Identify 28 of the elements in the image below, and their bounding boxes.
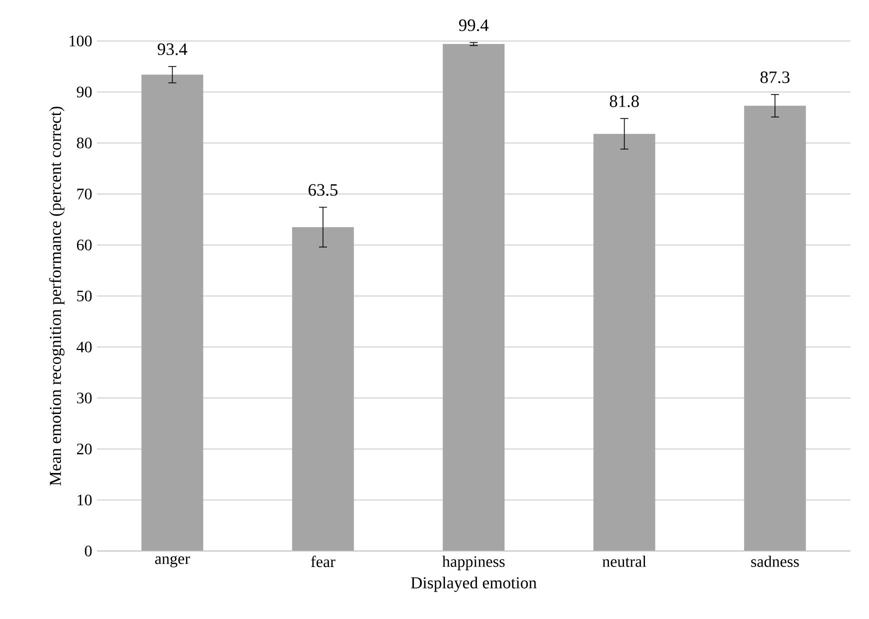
y-tick-label: 30 [77,392,92,404]
bar [292,227,354,551]
y-tick-label: 20 [77,444,92,454]
y-tick-label: 60 [76,240,92,250]
bar [744,106,806,551]
y-tick-label: 10 [78,494,92,506]
bar [593,134,656,551]
data-label: 93.4 [158,43,188,56]
x-tick-label: fear [311,556,336,568]
data-label: 99.4 [459,19,489,32]
data-label: 63.5 [308,184,338,196]
x-tick-label: sadness [751,556,799,567]
x-axis-title: Displayed emotion [410,576,537,592]
y-tick-label: 70 [77,188,92,200]
y-tick-label: 0 [84,546,92,556]
bar [442,44,505,551]
data-label: 87.3 [760,71,790,84]
y-tick-label: 50 [77,290,92,302]
x-tick-label: happiness [442,556,505,570]
data-label: 81.8 [610,95,639,108]
x-tick-label: neutral [602,556,646,567]
y-tick-label: 80 [76,138,92,148]
y-tick-label: 100 [70,36,92,46]
y-tick-label: 90 [76,86,92,98]
y-axis-title: Mean emotion recognition performance (percent correct) [49,106,64,486]
y-tick-label: 40 [76,342,92,352]
bar [141,74,204,551]
x-tick-label: anger [155,556,190,568]
